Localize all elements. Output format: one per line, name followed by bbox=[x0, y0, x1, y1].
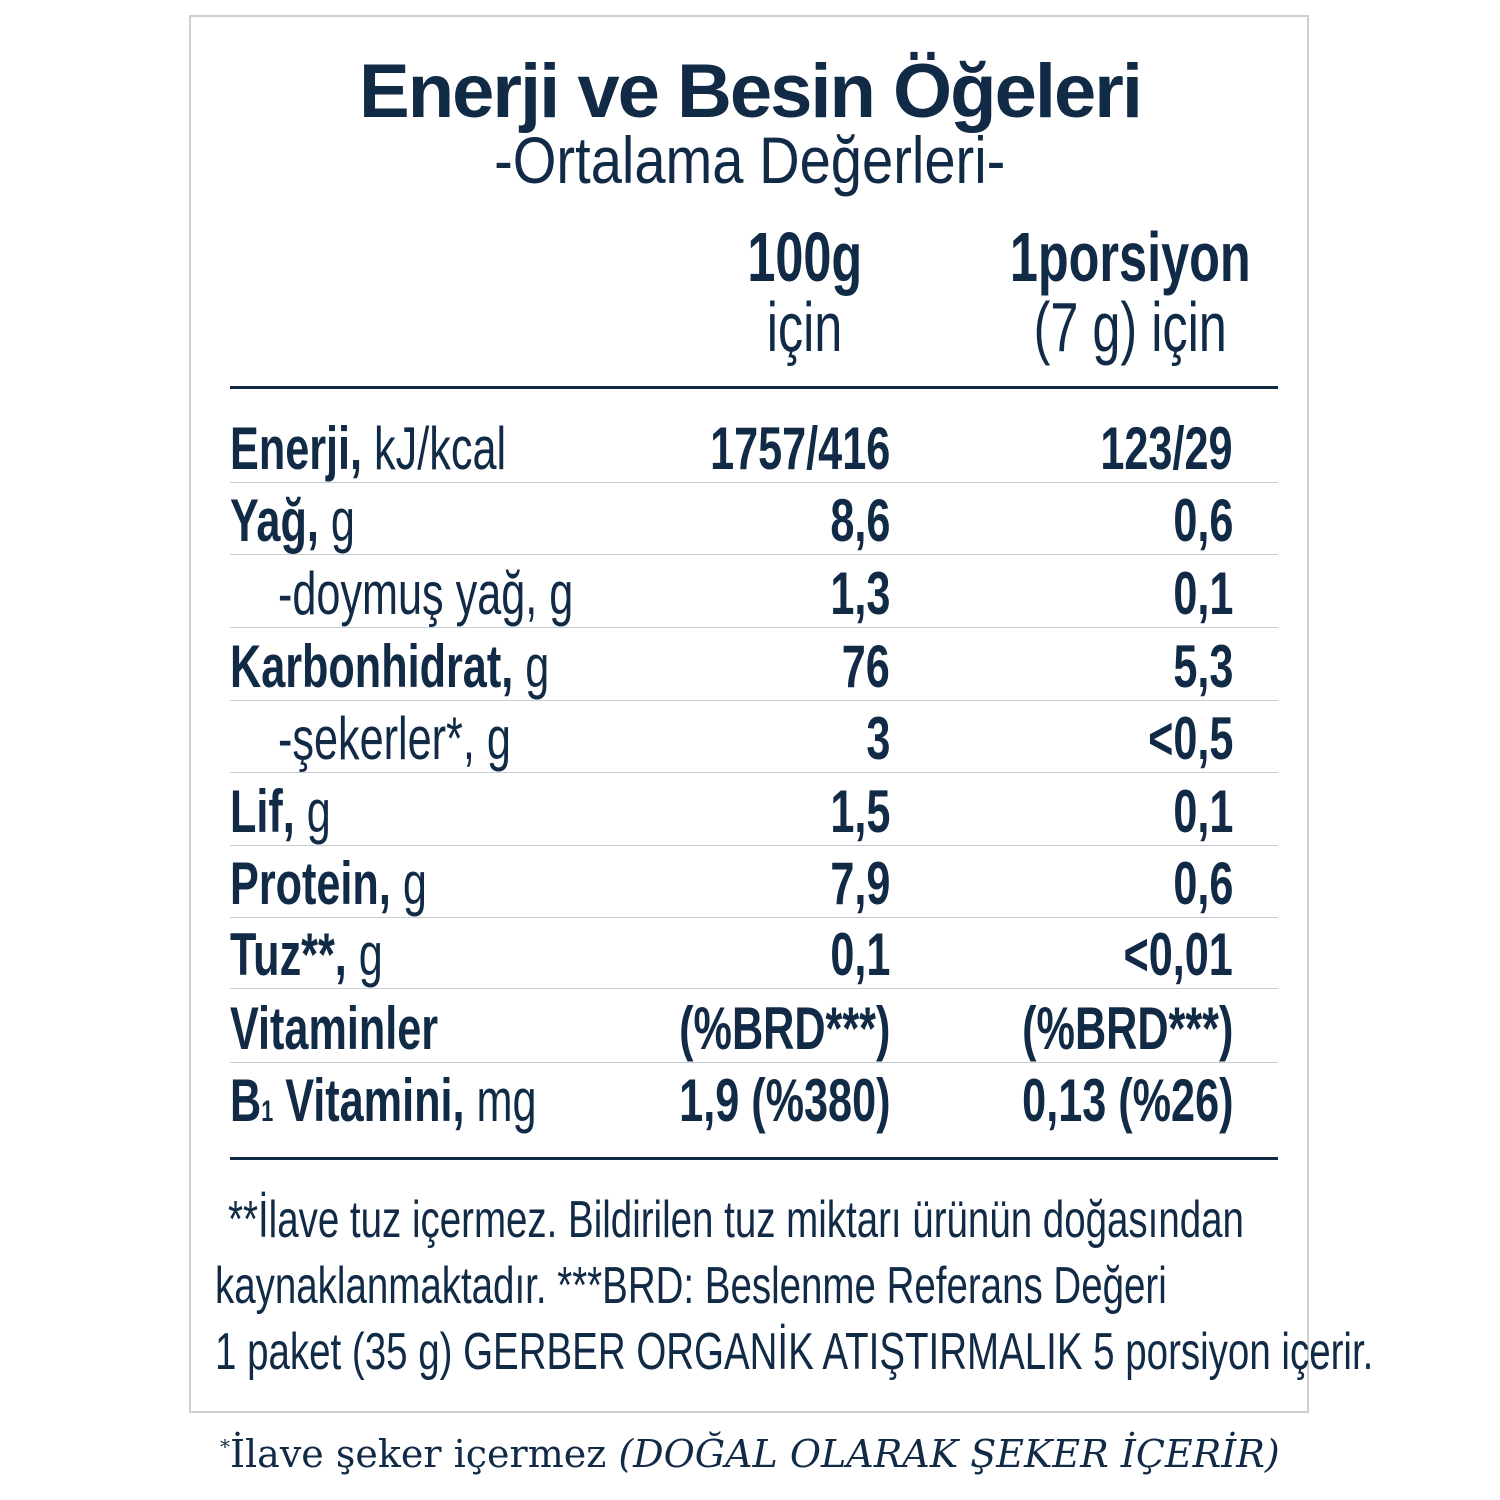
value-per-100g: 1757/416 bbox=[709, 415, 890, 482]
nutrient-label: Yağ, g bbox=[230, 487, 355, 554]
value-per-portion: 0,6 bbox=[1172, 850, 1233, 917]
value-per-100g: (%BRD***) bbox=[678, 995, 890, 1062]
nutrient-label: Lif, g bbox=[230, 778, 331, 845]
page-title: Enerji ve Besin Öğeleri bbox=[359, 49, 1143, 134]
footnote-line-1: **İlave tuz içermez. Bildirilen tuz mikt… bbox=[228, 1191, 1244, 1249]
table-row: -şekerler*, g 3 <0,5 bbox=[230, 700, 1278, 773]
value-per-portion: (%BRD***) bbox=[1021, 995, 1233, 1062]
footnote-line-2: kaynaklanmaktadır. ***BRD: Beslenme Refe… bbox=[215, 1257, 1167, 1315]
table-row: Yağ, g 8,6 0,6 bbox=[230, 482, 1278, 555]
value-per-100g: 76 bbox=[841, 633, 890, 700]
nutrient-label: B1 Vitamini, mg bbox=[230, 1067, 537, 1134]
value-per-100g: 8,6 bbox=[829, 487, 890, 554]
value-per-portion: 0,1 bbox=[1172, 560, 1233, 627]
value-per-100g: 3 bbox=[865, 705, 890, 772]
value-per-portion: 0,1 bbox=[1172, 778, 1233, 845]
table-row: Lif, g 1,5 0,1 bbox=[230, 773, 1278, 846]
value-per-portion: 0,6 bbox=[1172, 487, 1233, 554]
nutrient-label: Protein, g bbox=[230, 850, 427, 917]
value-per-100g: 1,3 bbox=[829, 560, 890, 627]
value-per-portion: <0,01 bbox=[1123, 921, 1233, 988]
nutrient-label: Vitaminler bbox=[230, 995, 439, 1062]
table-row: Karbonhidrat, g 76 5,3 bbox=[230, 628, 1278, 701]
table-row: B1 Vitamini, mg 1,9 (%380) 0,13 (%26) bbox=[230, 1062, 1278, 1134]
table-row: -doymuş yağ, g 1,3 0,1 bbox=[230, 555, 1278, 628]
column-header-100g: 100g için bbox=[747, 218, 863, 366]
sugar-note: *İlave şeker içermez (DOĞAL OLARAK ŞEKER… bbox=[220, 1432, 1280, 1476]
header-divider bbox=[230, 386, 1278, 389]
value-per-portion: 123/29 bbox=[1100, 415, 1233, 482]
table-row: Tuz**, g 0,1 <0,01 bbox=[230, 916, 1278, 989]
column-header-portion: 1porsiyon (7 g) için bbox=[1009, 218, 1251, 366]
page-subtitle: -Ortalama Değerleri- bbox=[494, 123, 1006, 197]
label-frame bbox=[189, 15, 1309, 1413]
nutrient-label: -şekerler*, g bbox=[278, 705, 511, 772]
value-per-portion: 0,13 (%26) bbox=[1021, 1067, 1233, 1134]
value-per-portion: <0,5 bbox=[1147, 705, 1233, 772]
table-bottom-divider bbox=[230, 1157, 1278, 1160]
table-row: Protein, g 7,9 0,6 bbox=[230, 845, 1278, 918]
value-per-portion: 5,3 bbox=[1172, 633, 1233, 700]
nutrient-label: -doymuş yağ, g bbox=[278, 560, 574, 627]
value-per-100g: 0,1 bbox=[829, 921, 890, 988]
table-row: Vitaminler (%BRD***) (%BRD***) bbox=[230, 990, 1278, 1063]
table-row: Enerji, kJ/kcal 1757/416 123/29 bbox=[230, 410, 1278, 483]
nutrient-label: Tuz**, g bbox=[230, 921, 383, 988]
footnote-line-3: 1 paket (35 g) GERBER ORGANİK ATIŞTIRMAL… bbox=[215, 1323, 1374, 1381]
value-per-100g: 1,9 (%380) bbox=[678, 1067, 890, 1134]
value-per-100g: 7,9 bbox=[829, 850, 890, 917]
nutrient-label: Karbonhidrat, g bbox=[230, 633, 550, 700]
nutrient-label: Enerji, kJ/kcal bbox=[230, 415, 507, 482]
value-per-100g: 1,5 bbox=[829, 778, 890, 845]
